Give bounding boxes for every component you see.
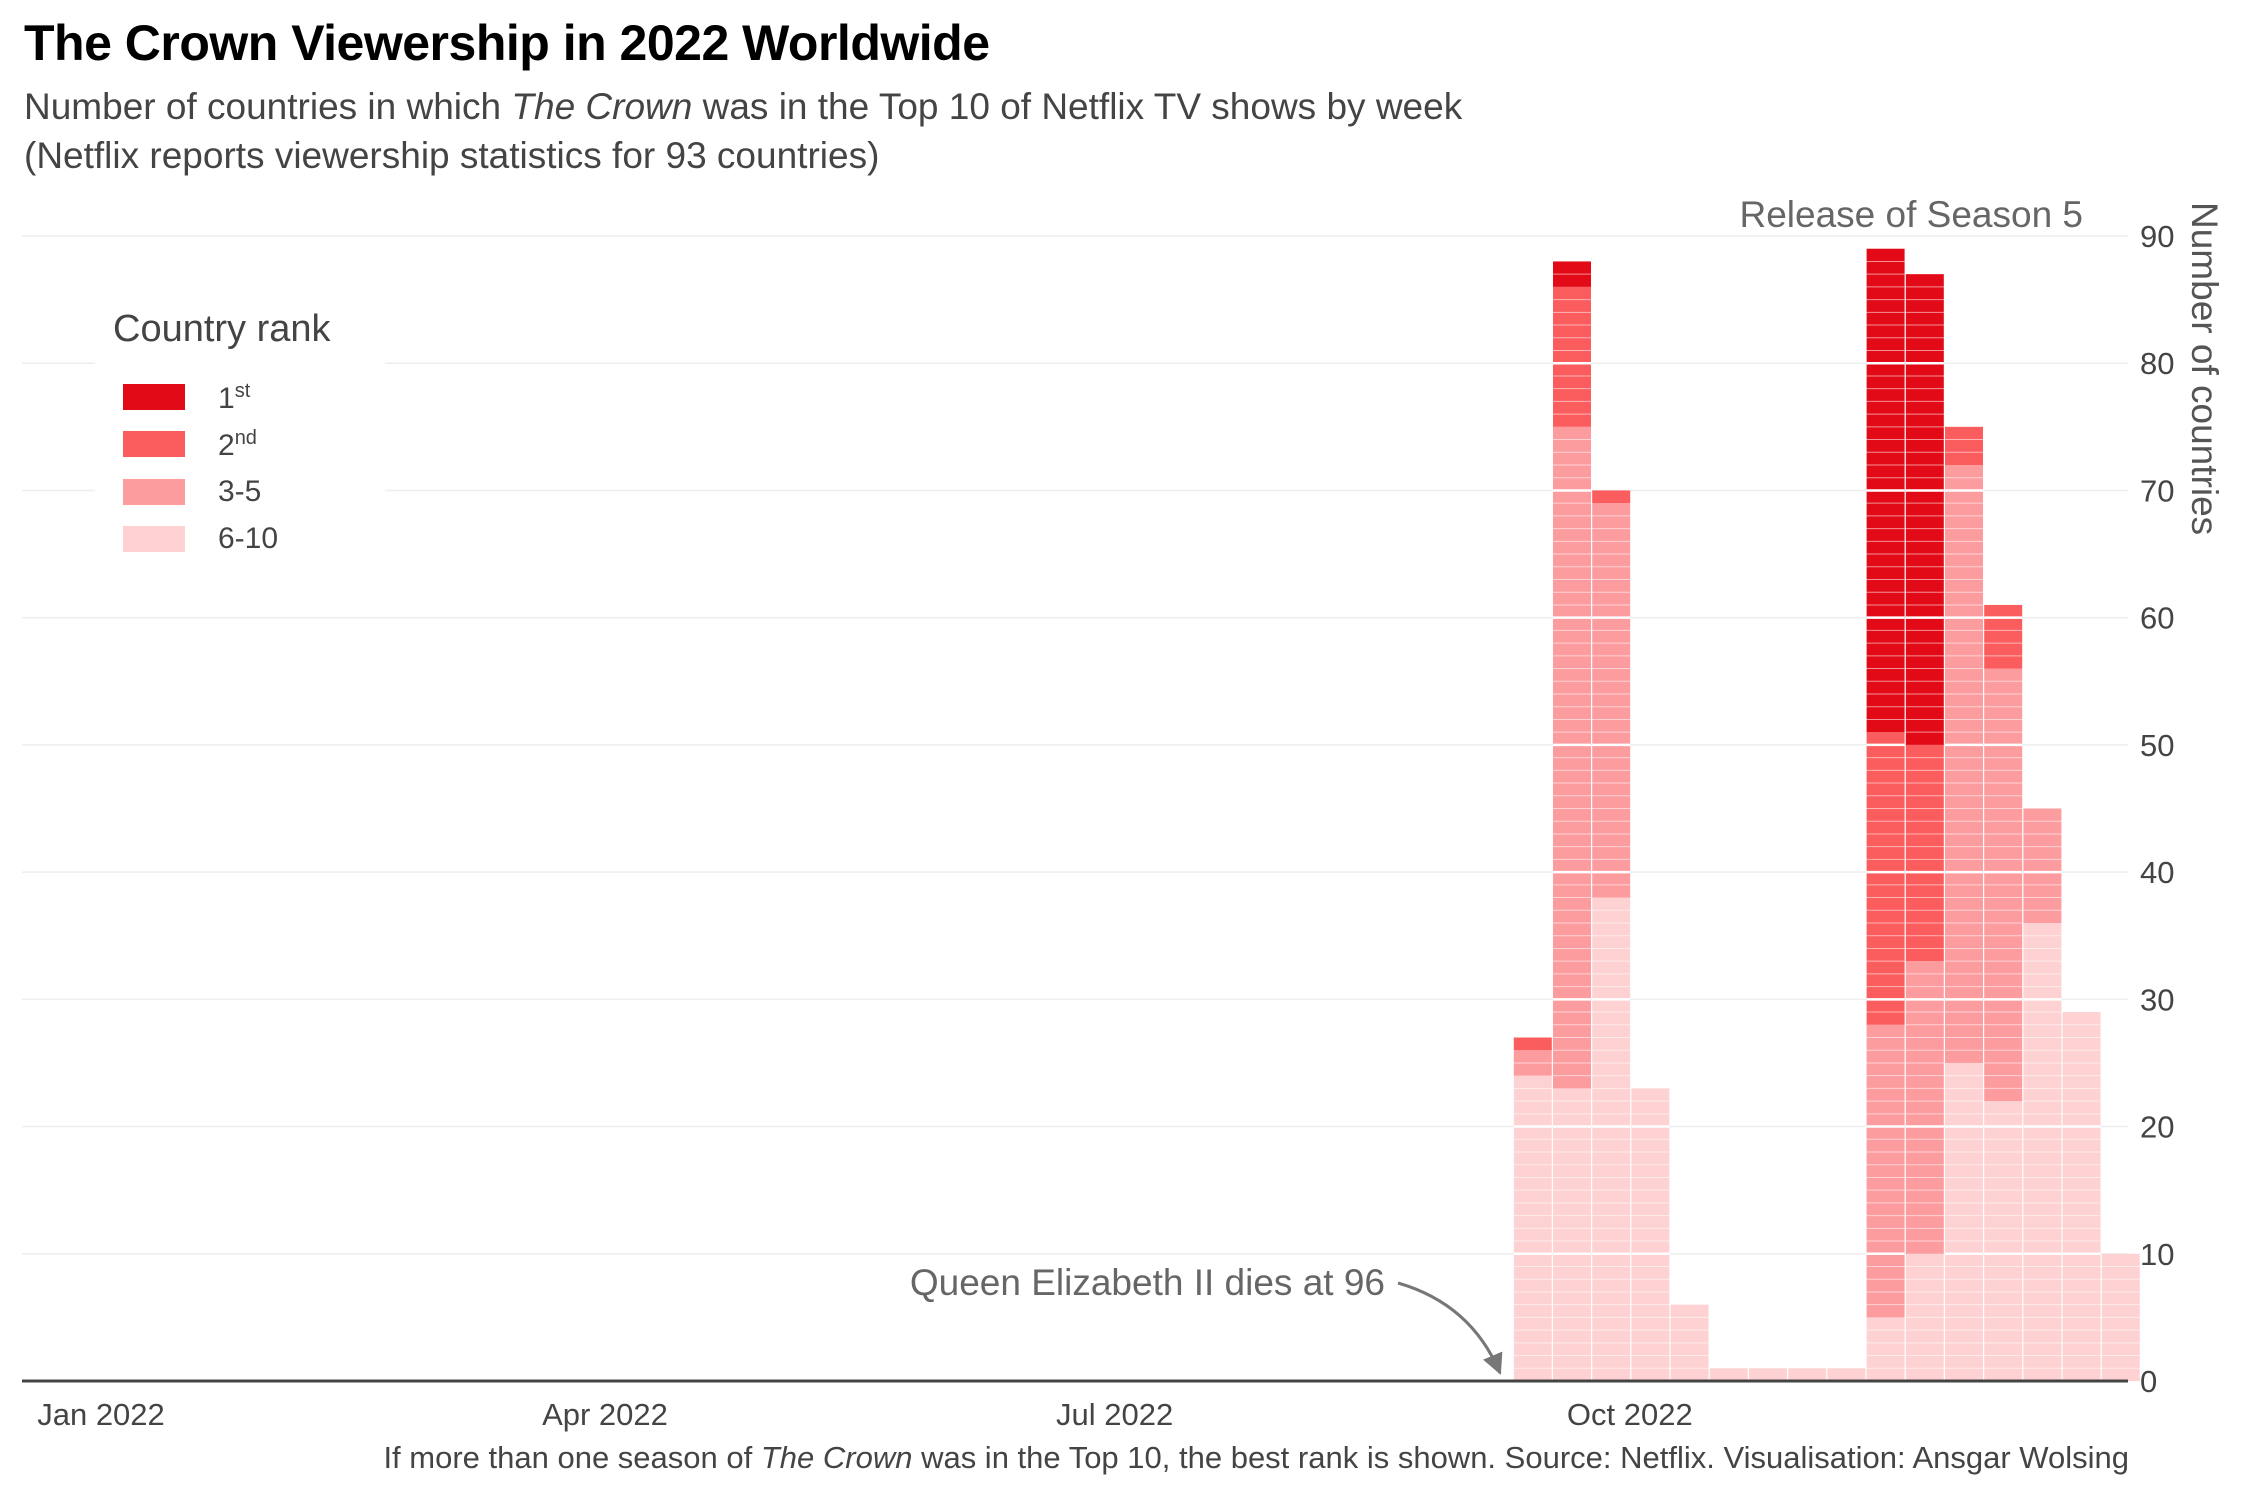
season5-annotation: Release of Season 5	[1739, 194, 2083, 235]
queen-death-arrow	[1397, 1281, 1503, 1375]
x-tick-label: Jan 2022	[37, 1397, 165, 1432]
caption-show-name: The Crown	[760, 1440, 913, 1475]
bar-segment	[1827, 1368, 1866, 1381]
queen-death-annotation: Queen Elizabeth II dies at 96	[910, 1262, 1385, 1303]
bar-segment	[1984, 604, 2023, 669]
x-tick-label: Jul 2022	[1056, 1397, 1173, 1432]
y-tick-label: 80	[2140, 346, 2174, 381]
bar-segment	[1631, 1088, 1670, 1381]
bar-segment	[1592, 490, 1631, 504]
bar-segment	[1788, 1368, 1827, 1381]
legend-swatch-3-5	[123, 479, 185, 505]
chart-caption: If more than one season of The Crown was…	[383, 1440, 2129, 1476]
y-tick-label: 40	[2140, 855, 2174, 890]
y-tick-label: 0	[2140, 1364, 2157, 1399]
subtitle-text-pre: Number of countries in which	[24, 86, 512, 127]
legend-swatch-2nd	[123, 431, 185, 457]
legend-label-2nd: 2	[218, 429, 235, 462]
bar-segment	[1592, 503, 1631, 898]
y-tick-label: 90	[2140, 219, 2174, 254]
y-tick-label: 70	[2140, 473, 2174, 508]
bar-segment	[1945, 1062, 1983, 1381]
y-axis-title: Number of countries	[2184, 202, 2225, 535]
y-tick-label: 60	[2140, 601, 2174, 636]
bar-segment	[2062, 1012, 2101, 1381]
bar-segment	[1866, 1317, 1905, 1381]
bar-segment	[1553, 1088, 1591, 1381]
chart-subtitle: Number of countries in which The Crown w…	[24, 82, 1462, 180]
axes: 0 10 20 30 40 50 60 70 80 90 Jan 2022 Apr 2022 Jul 2…	[22, 219, 2174, 1432]
chart-title: The Crown Viewership in 2022 Worldwide	[24, 15, 990, 71]
bar-segment	[1905, 961, 1944, 1254]
bar-segment	[1866, 732, 1905, 1025]
legend-sup-1st: st	[234, 380, 251, 402]
caption-text-pre: If more than one season of	[383, 1440, 761, 1475]
legend-label-3-5: 3-5	[218, 475, 262, 508]
legend-label-1st: 1	[218, 382, 235, 415]
legend-swatch-6-10	[123, 526, 185, 552]
bars	[1513, 248, 2140, 1381]
y-tick-label: 20	[2140, 1110, 2174, 1145]
bar-segment	[1945, 465, 1983, 1063]
y-tick-label: 30	[2140, 982, 2174, 1017]
bar-segment	[1709, 1368, 1748, 1381]
x-tick-label: Apr 2022	[542, 1397, 668, 1432]
subtitle-line-2: (Netflix reports viewership statistics f…	[24, 135, 880, 176]
bar-segment	[1905, 744, 1944, 962]
legend: Country rank 1st 2nd 3-5 6-10	[95, 300, 385, 560]
bar-segment	[1905, 274, 1944, 745]
bar-segment	[1513, 1037, 1552, 1051]
subtitle-show-name: The Crown	[511, 86, 693, 127]
legend-sup-2nd: nd	[234, 427, 257, 449]
subtitle-text-post: was in the Top 10 of Netflix TV shows by…	[692, 86, 1463, 127]
bar-segment	[1945, 426, 1983, 465]
bar-segment	[1553, 286, 1591, 427]
legend-swatch-1st	[123, 384, 185, 410]
y-tick-label: 10	[2140, 1237, 2174, 1272]
legend-title: Country rank	[113, 308, 331, 350]
bar-segment	[1866, 1024, 1905, 1318]
caption-text-post: was in the Top 10, the best rank is show…	[912, 1440, 2129, 1475]
bar-segment	[2023, 808, 2062, 923]
y-tick-label: 50	[2140, 728, 2174, 763]
bar-segment	[1749, 1368, 1787, 1381]
x-tick-label: Oct 2022	[1567, 1397, 1693, 1432]
legend-label-6-10: 6-10	[218, 522, 279, 555]
